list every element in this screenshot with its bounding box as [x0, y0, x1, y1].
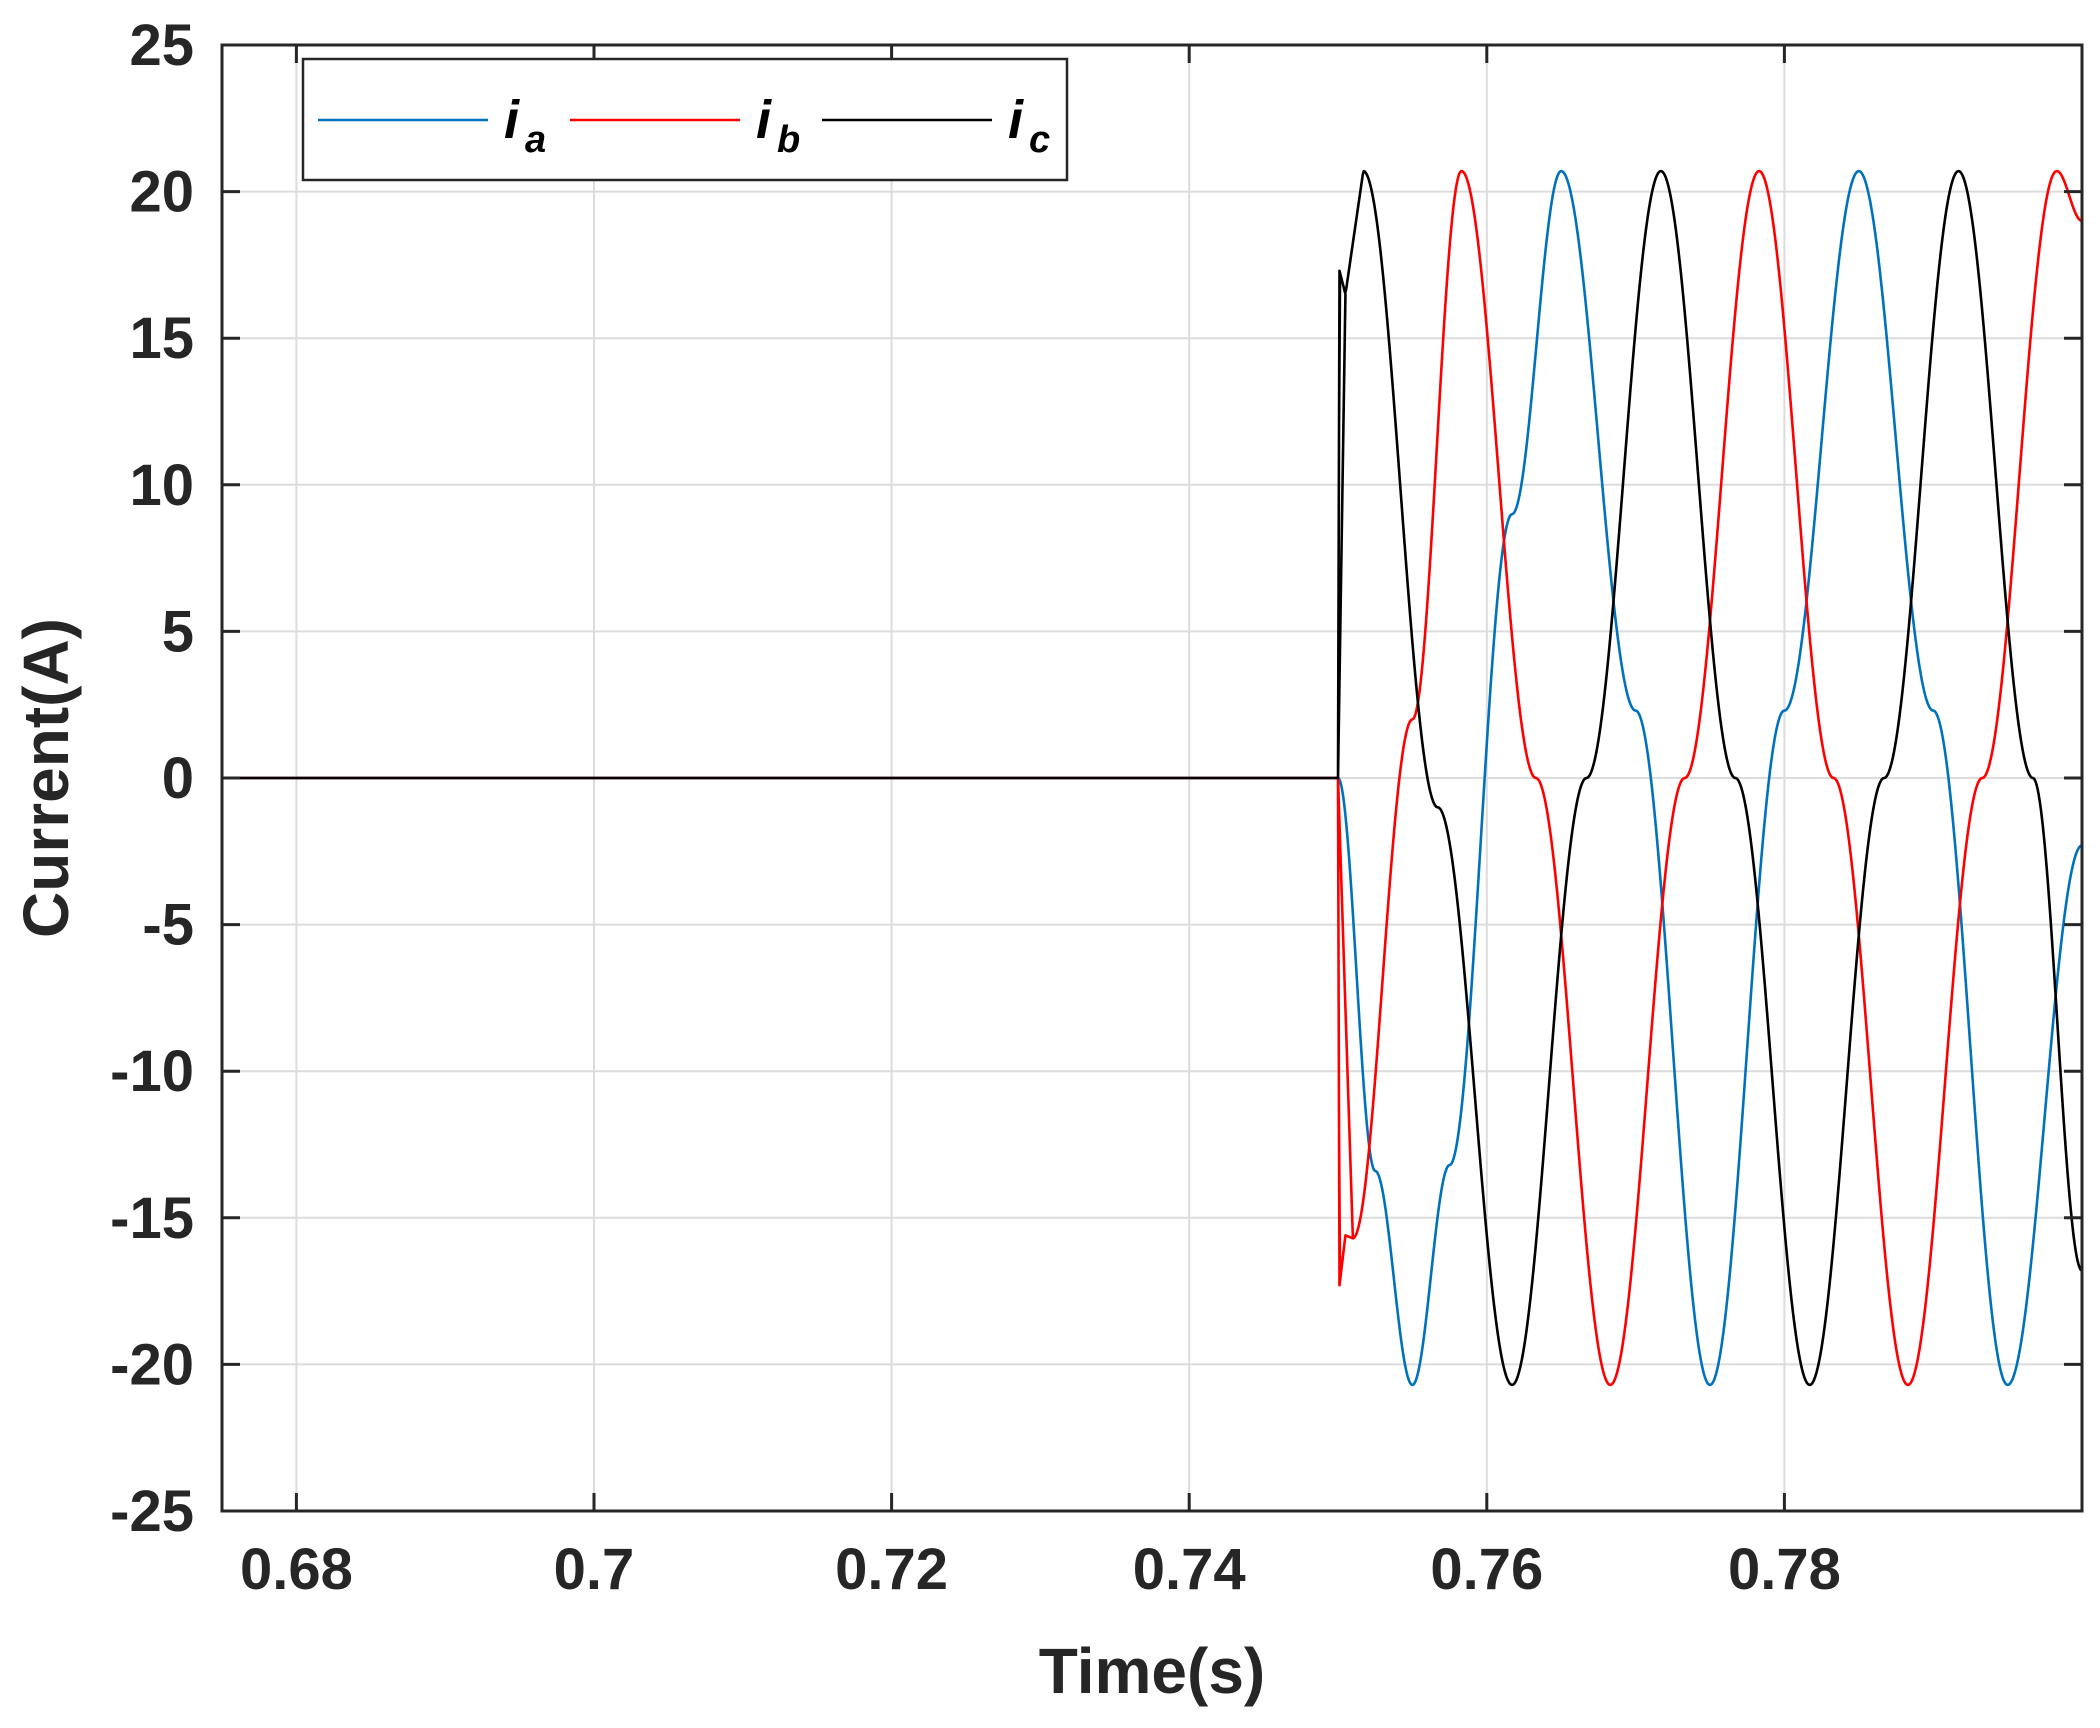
- legend-label-sub: b: [777, 119, 800, 161]
- y-tick-labels: -25 -20 -15 -10 -5 0 5 10 15 20 25: [110, 13, 194, 1544]
- legend-label-main: i: [1008, 90, 1024, 150]
- y-tick-label: 25: [129, 13, 194, 78]
- y-tick-label: -15: [110, 1186, 194, 1251]
- series-line-i-c: [221, 169, 2083, 1387]
- x-tick-labels: 0.68 0.7 0.72 0.74 0.76 0.78: [240, 1537, 1841, 1602]
- legend-label-sub: c: [1029, 119, 1050, 161]
- y-axis-label: Current(A): [10, 618, 82, 938]
- x-tick-label: 0.78: [1728, 1537, 1841, 1602]
- y-tick-label: -25: [110, 1479, 194, 1544]
- legend-label-main: i: [756, 90, 772, 150]
- y-tick-label: 20: [129, 160, 194, 225]
- y-tick-label: 10: [129, 453, 194, 518]
- y-tick-label: -20: [110, 1332, 194, 1397]
- plot-area: [221, 169, 2083, 1387]
- y-tick-label: 0: [162, 746, 194, 811]
- x-tick-label: 0.68: [240, 1537, 353, 1602]
- y-tick-label: 5: [162, 599, 194, 664]
- ticks: [222, 43, 2082, 1513]
- x-tick-label: 0.74: [1133, 1537, 1246, 1602]
- y-tick-label: -5: [142, 893, 194, 958]
- x-tick-label: 0.76: [1430, 1537, 1543, 1602]
- x-axis-label: Time(s): [1039, 1635, 1265, 1707]
- x-tick-label: 0.72: [835, 1537, 948, 1602]
- y-tick-label: 15: [129, 306, 194, 371]
- legend-label-sub: a: [525, 119, 546, 161]
- legend-label-main: i: [504, 90, 520, 150]
- x-tick-label: 0.7: [554, 1537, 635, 1602]
- y-tick-label: -10: [110, 1039, 194, 1104]
